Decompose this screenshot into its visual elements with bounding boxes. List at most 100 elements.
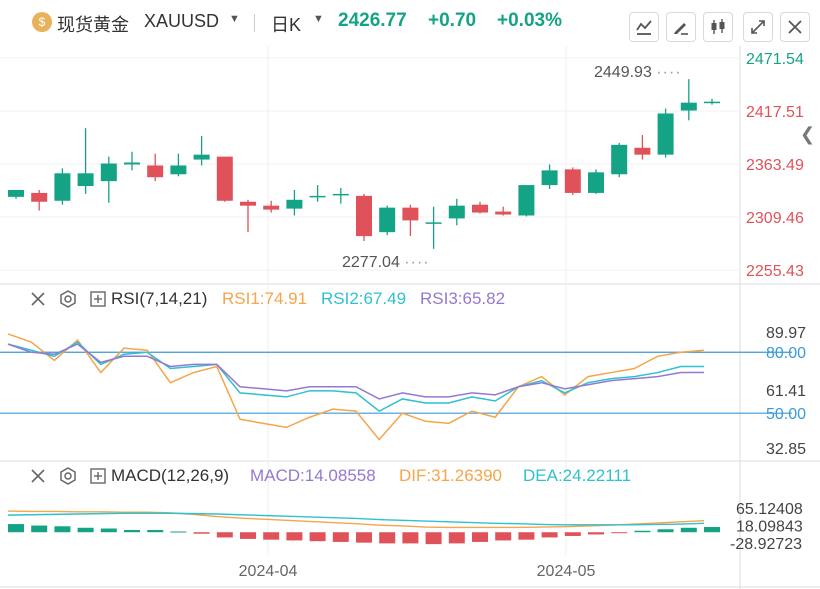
candle-body <box>495 211 512 215</box>
macd-histogram-bar <box>286 532 303 541</box>
macd-histogram-bar <box>124 530 140 533</box>
draw-icon <box>674 23 688 35</box>
candle-body <box>77 173 94 187</box>
indicator-icon <box>636 20 652 35</box>
candle-body <box>332 193 349 196</box>
macd-title: MACD(12,26,9) <box>111 466 230 485</box>
macd-histogram-bar <box>564 532 581 536</box>
period-selector[interactable]: 日K <box>271 15 302 35</box>
candle-body <box>634 147 651 155</box>
candle-type-button[interactable] <box>703 12 733 42</box>
last-price: 2426.77 <box>338 10 407 31</box>
candle-body <box>611 144 628 175</box>
candle-body <box>286 199 303 209</box>
macd-tick-label: 65.12408 <box>736 501 803 518</box>
candle-body <box>564 169 581 193</box>
macd-expand-icon[interactable] <box>89 467 107 485</box>
rsi-tick-label: 50.00 <box>766 406 806 423</box>
candle-body <box>54 173 71 201</box>
macd-histogram-bar <box>588 532 604 535</box>
candle-body <box>356 195 372 237</box>
rsi-tick-label: 89.97 <box>766 325 806 342</box>
chevron-down-icon[interactable]: ▼ <box>229 13 240 25</box>
macd-histogram-bar <box>611 532 628 534</box>
macd-close-icon[interactable] <box>29 467 47 485</box>
dif-line <box>7 510 705 529</box>
candle-body <box>704 101 720 104</box>
candle-body <box>541 170 558 186</box>
instrument-symbol[interactable]: XAUUSD <box>144 11 220 31</box>
header-divider <box>254 14 255 32</box>
macd-histogram-bar <box>77 527 94 533</box>
price-change: +0.70 <box>428 10 477 31</box>
candle-body <box>263 205 280 210</box>
macd-histogram-bar <box>263 532 280 540</box>
candle-body <box>240 201 256 206</box>
rsi3-value: RSI3:65.82 <box>420 289 506 308</box>
rsi-expand-icon[interactable] <box>89 290 107 308</box>
rsi3-line <box>7 343 704 400</box>
rsi-lines-group <box>7 333 705 441</box>
macd-tick-label: -28.92723 <box>730 536 802 553</box>
low-label: 2277.04 <box>342 254 400 271</box>
macd-histogram-bar <box>379 532 396 544</box>
high-annotation: 2449.93 ···· <box>594 64 682 82</box>
macd-histogram-bar <box>8 524 24 533</box>
macd-histogram-bar <box>309 532 326 542</box>
macd-histogram-bar <box>541 532 558 538</box>
candle-body <box>216 156 233 201</box>
rsi-tick-label: 61.41 <box>766 383 806 400</box>
macd-histogram-bar <box>332 532 349 542</box>
grid-lines <box>0 46 820 589</box>
candle-body <box>402 207 419 221</box>
axis-text-group: 2471.54 2417.51 2363.49 2309.46 2255.43 89.97… <box>239 51 807 580</box>
rsi-close-icon[interactable] <box>29 290 47 308</box>
candle-body <box>31 192 48 202</box>
price-tick-label: 2363.49 <box>746 157 804 174</box>
rsi-tick-label: 80.00 <box>766 345 806 362</box>
high-label: 2449.93 <box>594 64 652 81</box>
high-dots: ···· <box>656 64 682 81</box>
draw-button[interactable] <box>666 12 696 42</box>
macd-histogram-bar <box>147 530 164 533</box>
macd-histogram-bar <box>680 527 697 533</box>
macd-histogram-bar <box>240 532 256 539</box>
close-button[interactable] <box>780 12 810 42</box>
candle-body <box>124 162 140 165</box>
macd-histogram-bar <box>54 526 71 533</box>
candles-group <box>8 79 720 249</box>
candle-body <box>147 165 164 178</box>
macd-histogram-bar <box>31 525 48 533</box>
price-tick-label: 2309.46 <box>746 210 804 227</box>
macd-histogram-bar <box>356 532 372 543</box>
macd-histogram-bar <box>100 528 117 533</box>
indicator-button[interactable] <box>629 12 659 42</box>
macd-histogram-bar <box>657 529 674 533</box>
candle-body <box>657 113 674 155</box>
rsi1-line <box>7 333 705 441</box>
rsi1-value: RSI1:74.91 <box>222 289 308 308</box>
close-icon <box>788 20 802 34</box>
rsi-settings-icon[interactable] <box>59 290 77 308</box>
low-dots: ···· <box>404 254 430 271</box>
instrument-name[interactable]: 现货黄金 <box>57 15 129 35</box>
macd-tick-label: 18.09843 <box>736 519 803 536</box>
period-chevron-down-icon[interactable]: ▼ <box>313 13 324 25</box>
macd-settings-icon[interactable] <box>59 467 77 485</box>
fullscreen-button[interactable] <box>743 12 773 42</box>
collapse-arrow-icon[interactable]: ❮ <box>800 124 816 144</box>
candle-body <box>448 205 465 219</box>
gold-coin-icon: $ <box>32 12 52 32</box>
macd-histogram-bar <box>216 532 233 538</box>
rsi-tick-label: 32.85 <box>766 441 806 458</box>
macd-histogram-bar <box>495 532 512 541</box>
macd-group <box>7 510 720 545</box>
candle-body <box>193 154 210 160</box>
x-tick-label: 2024-04 <box>239 563 298 580</box>
macd-histogram-bar <box>704 527 720 533</box>
dea-value: DEA:24.22111 <box>523 466 632 485</box>
fullscreen-icon <box>751 20 765 34</box>
candle-body <box>8 189 24 197</box>
macd-histogram-bar <box>193 532 210 534</box>
